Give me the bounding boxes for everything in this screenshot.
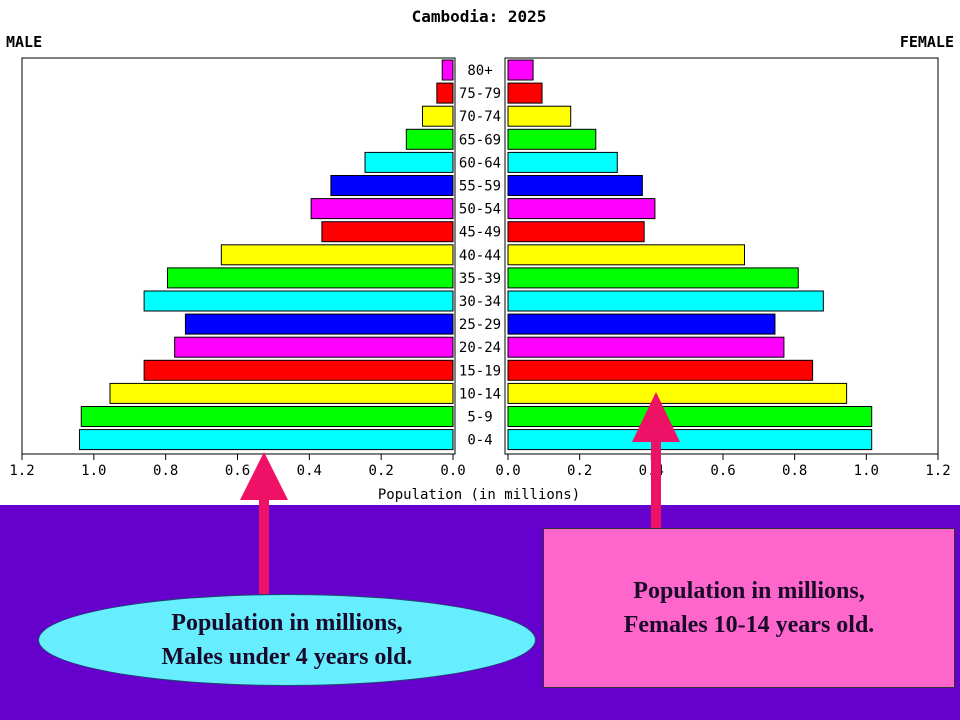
male-bar-30-34 [143,290,454,312]
female-bar-40-44 [507,244,745,266]
tick-label: 0.4 [297,463,322,479]
female-bar-55-59 [507,175,643,196]
male-callout-line1: Population in millions, [171,610,403,636]
female-bar-0-4 [507,429,873,451]
age-group-label: 30-34 [459,294,501,310]
female-callout: Population in millions, Females 10-14 ye… [543,528,955,688]
age-group-label: 80+ [467,63,492,79]
male-callout: Population in millions, Males under 4 ye… [38,594,536,686]
age-group-label: 65-69 [459,132,501,148]
x-axis-title: Population (in millions) [378,487,580,503]
male-bar-65-69 [405,128,454,150]
male-label: MALE [6,33,42,51]
age-group-label: 15-19 [459,363,501,379]
tick-label: 0.6 [225,463,250,479]
male-bar-45-49 [321,221,454,243]
male-bar-15-19 [143,359,454,381]
tick-label: 0.6 [710,463,735,479]
female-bar-80+ [507,59,534,81]
male-bar-0-4 [78,429,454,451]
female-callout-line2: Females 10-14 years old. [623,612,875,638]
male-bar-75-79 [436,82,454,104]
female-bar-30-34 [507,290,824,312]
male-bar-40-44 [220,244,454,266]
male-bar-50-54 [310,198,454,220]
tick-label: 0.8 [782,463,807,479]
tick-label: 0.2 [567,463,592,479]
male-bar-55-59 [330,175,454,196]
male-callout-line2: Males under 4 years old. [161,644,413,670]
male-bar-60-64 [364,151,454,173]
female-arrow [632,392,680,528]
age-group-label: 10-14 [459,386,501,402]
male-bar-80+ [441,59,454,81]
male-bar-35-39 [166,267,454,289]
male-bar-25-29 [184,313,454,335]
female-bar-60-64 [507,151,618,173]
tick-label: 0.0 [495,463,520,479]
tick-label: 1.2 [925,463,950,479]
bars-group [78,59,873,451]
age-group-label: 45-49 [459,225,501,241]
age-group-label: 60-64 [459,155,501,171]
male-bar-5-9 [80,406,454,427]
female-bar-65-69 [507,128,597,150]
age-group-label: 5-9 [467,410,492,426]
female-bar-45-49 [507,221,645,243]
axis-ticks: 1.21.00.80.60.40.20.00.00.20.40.60.81.01… [9,454,951,479]
chart-title: Cambodia: 2025 [412,7,547,26]
age-group-label: 20-24 [459,340,501,356]
female-bar-35-39 [507,267,799,289]
male-bar-70-74 [421,105,454,127]
age-group-label: 40-44 [459,248,501,264]
female-bar-70-74 [507,105,572,127]
age-group-label: 0-4 [467,433,492,449]
male-plot-frame [21,57,456,455]
male-arrow [240,452,288,594]
female-plot-frame [504,57,939,455]
arrow-up-icon [240,452,288,594]
tick-label: 0.0 [440,463,465,479]
female-bar-15-19 [507,359,814,381]
male-bar-10-14 [109,382,454,404]
tick-label: 0.2 [369,463,394,479]
arrow-up-icon [632,392,680,528]
female-bar-75-79 [507,82,543,104]
chart-panel: Cambodia: 2025 MALE FEMALE 80+ 75-79 70-74… [0,0,960,505]
female-bar-50-54 [507,198,656,220]
female-label: FEMALE [900,33,954,51]
male-bar-20-24 [174,336,454,358]
tick-label: 1.0 [81,463,106,479]
tick-label: 0.8 [153,463,178,479]
age-group-label: 70-74 [459,109,501,125]
female-bar-25-29 [507,313,776,335]
tick-label: 1.2 [9,463,34,479]
tick-label: 1.0 [854,463,879,479]
female-bar-5-9 [507,406,873,427]
age-group-labels: 80+ 75-79 70-74 65-69 60-64 55-59 50-54 45-49 40… [459,63,501,449]
female-callout-line1: Population in millions, [633,578,865,604]
female-bar-10-14 [507,382,848,404]
age-group-label: 50-54 [459,202,501,218]
age-group-label: 35-39 [459,271,501,287]
age-group-label: 75-79 [459,86,501,102]
population-pyramid-chart: Cambodia: 2025 MALE FEMALE 80+ 75-79 70-74… [6,7,954,503]
age-group-label: 55-59 [459,179,501,195]
age-group-label: 25-29 [459,317,501,333]
female-bar-20-24 [507,336,785,358]
